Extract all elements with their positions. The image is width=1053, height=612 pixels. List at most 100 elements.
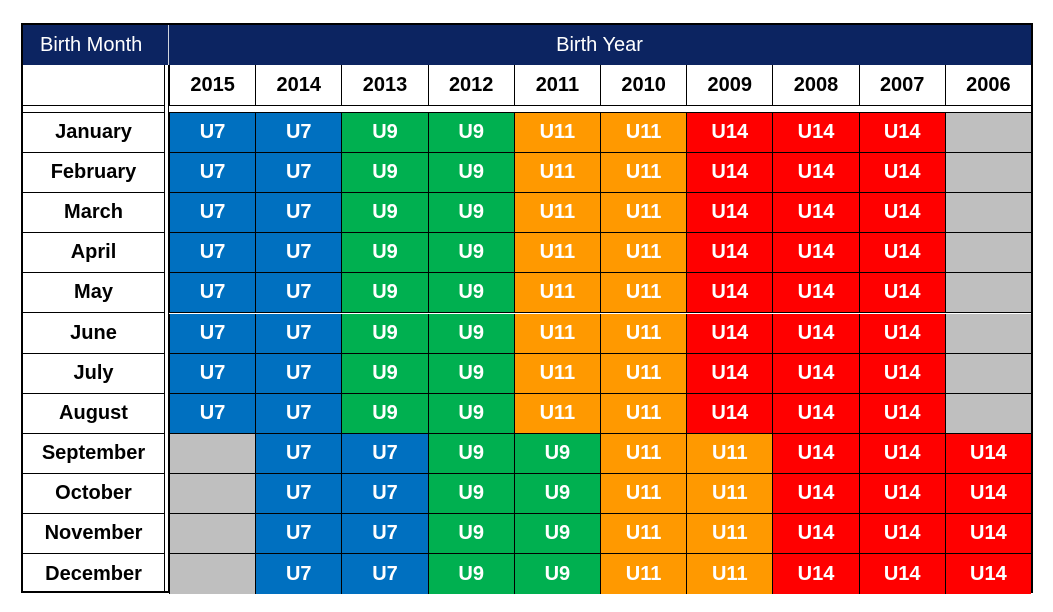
table-row: December U7 U7 U9 U9 U11 U11 U14 U14 U14 — [23, 554, 1031, 595]
age-group-cell: U9 — [341, 313, 428, 353]
month-label: November — [44, 522, 143, 545]
age-group-cell: U14 — [858, 233, 945, 273]
age-group-cell: U14 — [858, 193, 945, 233]
age-group-cell: U14 — [686, 353, 773, 393]
age-group-cell: U11 — [600, 473, 687, 513]
age-group-cell: U7 — [341, 514, 428, 554]
month-label: December — [45, 562, 142, 585]
age-group-cell: U9 — [341, 353, 428, 393]
age-group-cell: U7 — [255, 433, 342, 473]
age-group-cell: U11 — [600, 554, 687, 595]
year-header-cell: 2008 — [772, 65, 858, 105]
table-row: September U7 U7 U9 U9 U11 U11 U14 U14 U14 — [23, 433, 1031, 474]
table-row: March U7 U7 U9 U9 U11 U11 U14 U14 U14 — [23, 193, 1031, 234]
table-row: April U7 U7 U9 U9 U11 U11 U14 U14 U14 — [23, 233, 1031, 274]
month-label: October — [55, 481, 132, 504]
age-group-cell: U14 — [944, 554, 1031, 595]
age-group-cell: U14 — [772, 514, 859, 554]
age-group-cell: U14 — [772, 393, 859, 433]
age-group-cell: U9 — [427, 233, 514, 273]
age-group-cell: U14 — [858, 353, 945, 393]
year-header-cell: 2014 — [255, 65, 341, 105]
age-group-cell: U14 — [686, 113, 773, 153]
year-header-cell: 2011 — [513, 65, 600, 105]
age-group-cell: U14 — [858, 153, 945, 193]
age-group-cell: U11 — [600, 233, 687, 273]
age-group-cell: U7 — [169, 193, 256, 233]
age-group-cell: U11 — [600, 193, 687, 233]
age-group-cell: U9 — [513, 433, 600, 473]
empty-cell — [944, 233, 1031, 273]
age-group-cell: U14 — [686, 233, 773, 273]
table-row: August U7 U7 U9 U9 U11 U11 U14 U14 U14 — [23, 393, 1031, 434]
age-group-cell: U9 — [341, 193, 428, 233]
age-group-cell: U7 — [341, 433, 428, 473]
empty-cell — [169, 554, 256, 595]
table-row: May U7 U7 U9 U9 U11 U11 U14 U14 U14 — [23, 273, 1031, 314]
empty-cell — [944, 353, 1031, 393]
age-group-cell: U7 — [255, 273, 342, 313]
table-row: November U7 U7 U9 U9 U11 U11 U14 U14 U14 — [23, 514, 1031, 555]
table-row: February U7 U7 U9 U9 U11 U11 U14 U14 U14 — [23, 153, 1031, 194]
age-group-cell: U9 — [427, 514, 514, 554]
age-group-cell: U9 — [341, 153, 428, 193]
age-group-cell: U11 — [513, 193, 600, 233]
age-group-cell: U14 — [772, 153, 859, 193]
table-row: January U7 U7 U9 U9 U11 U11 U14 U14 U14 — [23, 113, 1031, 154]
age-group-cell: U14 — [858, 473, 945, 513]
empty-cell — [944, 313, 1031, 353]
age-group-cell: U14 — [858, 313, 945, 353]
age-group-cell: U11 — [600, 393, 687, 433]
age-group-cell: U11 — [513, 393, 600, 433]
age-group-cell: U14 — [772, 113, 859, 153]
age-group-cell: U7 — [255, 554, 342, 595]
age-group-cell: U7 — [169, 233, 256, 273]
age-group-cell: U11 — [600, 113, 687, 153]
table-row: July U7 U7 U9 U9 U11 U11 U14 U14 U14 — [23, 353, 1031, 394]
age-group-cell: U14 — [772, 193, 859, 233]
age-group-cell: U7 — [255, 113, 342, 153]
age-group-cell: U11 — [600, 273, 687, 313]
month-label: May — [74, 281, 113, 304]
age-group-cell: U11 — [600, 353, 687, 393]
empty-cell — [944, 193, 1031, 233]
age-group-cell: U14 — [772, 273, 859, 313]
age-group-cell: U14 — [772, 353, 859, 393]
age-group-cell: U14 — [686, 193, 773, 233]
birth-month-heading: Birth Month — [40, 34, 143, 56]
age-group-cell: U14 — [686, 393, 773, 433]
age-group-cell: U14 — [944, 473, 1031, 513]
age-group-cell: U11 — [513, 313, 600, 353]
age-group-cell: U14 — [858, 514, 945, 554]
year-header-cell: 2006 — [944, 65, 1031, 105]
double-rule — [164, 65, 169, 591]
age-group-cell: U7 — [169, 353, 256, 393]
age-group-cell: U9 — [427, 353, 514, 393]
age-group-cell: U14 — [858, 554, 945, 595]
table-row: October U7 U7 U9 U9 U11 U11 U14 U14 U14 — [23, 473, 1031, 514]
age-group-cell: U9 — [341, 113, 428, 153]
age-group-cell: U9 — [427, 153, 514, 193]
age-group-cell: U11 — [600, 433, 687, 473]
age-group-cell: U7 — [255, 393, 342, 433]
age-group-cell: U7 — [169, 153, 256, 193]
age-group-cell: U9 — [341, 233, 428, 273]
table-header: Birth Month Birth Year — [23, 25, 1031, 65]
age-group-cell: U9 — [513, 473, 600, 513]
age-group-cell: U9 — [427, 113, 514, 153]
year-header-cell: 2007 — [858, 65, 945, 105]
empty-cell — [169, 433, 256, 473]
age-group-cell: U11 — [600, 514, 687, 554]
age-group-cell: U7 — [341, 473, 428, 513]
year-header-cell: 2009 — [686, 65, 772, 105]
age-group-cell: U9 — [427, 193, 514, 233]
age-group-cell: U9 — [513, 554, 600, 595]
age-group-cell: U14 — [858, 273, 945, 313]
age-group-cell: U7 — [255, 313, 342, 353]
month-label: March — [64, 201, 123, 224]
month-label: July — [73, 361, 114, 384]
age-group-cell: U9 — [513, 514, 600, 554]
age-group-cell: U14 — [772, 233, 859, 273]
header-spacer — [23, 106, 1031, 113]
year-header-cell: 2015 — [169, 65, 255, 105]
